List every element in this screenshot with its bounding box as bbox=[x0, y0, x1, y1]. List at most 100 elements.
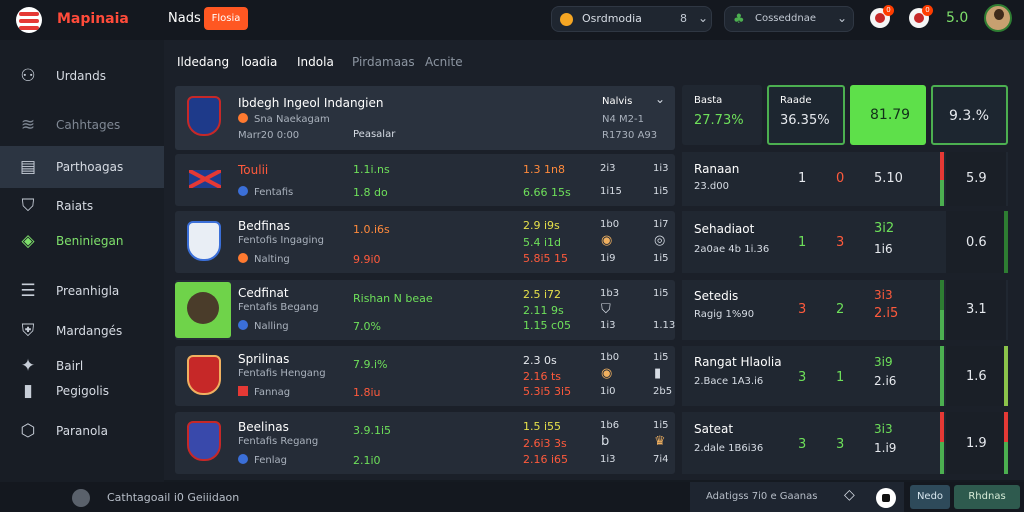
odd-draw[interactable]: 1.3 1n8 bbox=[523, 163, 565, 176]
odd-draw[interactable]: 1.5 i55 bbox=[523, 420, 562, 433]
odds-selector[interactable]: ♣ Cosseddnae ⌄ bbox=[724, 6, 854, 32]
odd-home-alt[interactable]: 7.0% bbox=[353, 320, 381, 333]
match-header-row[interactable]: Ibdegh Ingeol Indangien Sna Naekagam Mar… bbox=[175, 86, 675, 150]
summary-v4: 2.i5 bbox=[874, 306, 899, 321]
odd-draw-alt[interactable]: 2.6i3 3s bbox=[523, 437, 567, 450]
sidebar-item-live[interactable]: ◈ Beniniegan bbox=[0, 220, 164, 262]
brand-name[interactable]: Mapinaia bbox=[57, 11, 129, 27]
match-row[interactable]: Toulii Fentafis 1.1i.ns 1.8 do 1.3 1n8 6… bbox=[175, 154, 675, 206]
summary-cell-dark bbox=[946, 211, 1006, 273]
odd-home[interactable]: 7.9.i% bbox=[353, 358, 388, 371]
tab-5[interactable]: Acnite bbox=[425, 55, 463, 69]
sidebar-item-results[interactable]: ⛉ Raiats bbox=[0, 185, 164, 227]
top-nav-link[interactable]: Nads bbox=[168, 11, 201, 26]
match-row[interactable]: Cedfinat Fentafis Begang Nalling Rishan … bbox=[175, 280, 675, 340]
stat-a: 1b6 bbox=[600, 420, 620, 431]
summary-title: Setedis bbox=[694, 289, 739, 303]
summary-v1: 3 bbox=[798, 370, 807, 385]
odd-draw-alt[interactable]: 6.66 15s bbox=[523, 186, 571, 199]
odd-home[interactable]: 1.0.i6s bbox=[353, 223, 390, 236]
odd-home[interactable]: 1.1i.ns bbox=[353, 163, 390, 176]
match-row[interactable]: Beelinas Fentafis Regang Fenlag 3.9.1i5 … bbox=[175, 412, 675, 474]
match-row[interactable]: Bedfinas Fentofis Ingaging Nalting 1.0.i… bbox=[175, 211, 675, 273]
stat-box-rate[interactable]: Raade 36.35% bbox=[767, 85, 845, 145]
stat-b: 1i3 bbox=[600, 454, 616, 465]
avatar[interactable] bbox=[72, 489, 90, 507]
sidebar-item-pages[interactable]: ▮ Pegigolis bbox=[0, 375, 164, 417]
odd-draw-alt2[interactable]: 1.15 c05 bbox=[523, 319, 572, 332]
summary-row[interactable] bbox=[682, 412, 1008, 474]
summary-row[interactable] bbox=[682, 346, 1008, 406]
sidebar-item-settings[interactable]: ⬡ Paranola bbox=[0, 410, 164, 452]
team-sub2: Fannag bbox=[238, 386, 290, 398]
odd-draw[interactable]: 2.9 i9s bbox=[523, 219, 560, 232]
odd-home-alt[interactable]: 1.8 do bbox=[353, 186, 388, 199]
sidebar-item-categories[interactable]: ≋ Cahhtages bbox=[0, 104, 164, 146]
notification-icon[interactable]: 0 bbox=[870, 5, 894, 28]
summary-row[interactable] bbox=[682, 211, 1008, 273]
ball-icon[interactable] bbox=[876, 488, 896, 508]
summary-cell-dark bbox=[946, 152, 1006, 206]
odd-draw-alt2[interactable]: 5.3i5 3i5 bbox=[523, 385, 572, 398]
trophy-icon: ♛ bbox=[654, 434, 666, 449]
sidebar-item-label: Preanhigla bbox=[56, 284, 120, 298]
summary-sub: 2.dale 1B6i36 bbox=[694, 443, 764, 454]
odd-home[interactable]: Rishan N beae bbox=[353, 292, 433, 305]
match-subtitle: Sna Naekagam bbox=[238, 113, 330, 125]
diamond-icon[interactable]: ◇ bbox=[844, 487, 855, 503]
sidebar-item-label: Bairl bbox=[56, 359, 84, 373]
bottle-icon: ▮ bbox=[654, 366, 662, 381]
stat-box-percent[interactable]: 9.3.% bbox=[931, 85, 1008, 145]
summary-v2: 0 bbox=[836, 171, 845, 186]
sidebar-item-partners[interactable]: ▤ Parthoagas bbox=[0, 146, 164, 188]
star-icon: ✦ bbox=[20, 356, 36, 376]
odd-draw-alt[interactable]: 2.16 ts bbox=[523, 370, 562, 383]
summary-v2: 3 bbox=[836, 437, 845, 452]
odd-draw[interactable]: 2.5 i72 bbox=[523, 288, 562, 301]
odd-draw-alt[interactable]: 2.11 9s bbox=[523, 304, 564, 317]
avatar[interactable] bbox=[984, 4, 1012, 32]
tab-1[interactable]: Ildedang bbox=[177, 55, 230, 69]
logo-icon[interactable] bbox=[16, 7, 42, 33]
odd-draw-alt2[interactable]: 5.8i5 15 bbox=[523, 252, 569, 265]
ball-icon bbox=[238, 186, 248, 196]
summary-row[interactable] bbox=[682, 152, 1008, 206]
primary-button[interactable]: Rhdnas bbox=[954, 485, 1020, 509]
stat-box-highlight[interactable]: 81.79 bbox=[850, 85, 926, 145]
summary-sub: 23.d00 bbox=[694, 181, 729, 192]
trend-bar-red bbox=[940, 412, 944, 442]
tab-2[interactable]: loadia bbox=[241, 55, 278, 69]
summary-v1: 3 bbox=[798, 437, 807, 452]
ball-icon bbox=[238, 253, 248, 263]
match-row[interactable]: Sprilinas Fentafis Hengang Fannag 7.9.i%… bbox=[175, 346, 675, 406]
odd-home-alt[interactable]: 2.1i0 bbox=[353, 454, 381, 467]
team-name: Sprilinas bbox=[238, 352, 290, 366]
tab-3[interactable]: Indola bbox=[297, 55, 334, 69]
odd-draw-alt[interactable]: 5.4 i1d bbox=[523, 236, 562, 249]
bottom-info-panel: Adatigss 7i0 e Gaanas ◇ bbox=[690, 482, 904, 512]
odd-draw-alt2[interactable]: 2.16 i65 bbox=[523, 453, 569, 466]
sidebar-item-users[interactable]: ⚇ Urdands bbox=[0, 55, 164, 97]
odd-home[interactable]: 3.9.1i5 bbox=[353, 424, 392, 437]
alert-icon[interactable]: 0 bbox=[909, 5, 933, 28]
summary-dark-value: 1.6 bbox=[966, 369, 987, 384]
event-selector[interactable]: Osrdmodia 8 ⌄ bbox=[551, 6, 712, 32]
bottom-info-text: Adatigss 7i0 e Gaanas bbox=[706, 491, 818, 502]
team-logo-image bbox=[175, 282, 231, 338]
sidebar-item-promotions[interactable]: ☰ Preanhigla bbox=[0, 270, 164, 312]
odd-home-alt[interactable]: 1.8iu bbox=[353, 386, 381, 399]
sidebar-item-markets[interactable]: ⛨ Mardangés bbox=[0, 310, 164, 352]
sidebar-item-bail[interactable]: ✦ Bairl bbox=[0, 350, 164, 392]
dropdown-label[interactable]: Nalvis bbox=[602, 96, 633, 107]
summary-row[interactable] bbox=[682, 280, 1008, 340]
stat-box-base[interactable]: Basta 27.73% bbox=[682, 85, 762, 145]
odd-draw[interactable]: 2.3 0s bbox=[523, 354, 557, 367]
odd-home-alt[interactable]: 9.9i0 bbox=[353, 253, 381, 266]
chevron-down-icon[interactable]: ⌄ bbox=[655, 92, 666, 106]
action-button[interactable]: Flosia bbox=[204, 7, 248, 30]
summary-title: Ranaan bbox=[694, 162, 740, 176]
boot-icon: b bbox=[601, 434, 610, 449]
tab-4[interactable]: Pirdamaas bbox=[352, 55, 415, 69]
secondary-button[interactable]: Nedo bbox=[910, 485, 950, 509]
